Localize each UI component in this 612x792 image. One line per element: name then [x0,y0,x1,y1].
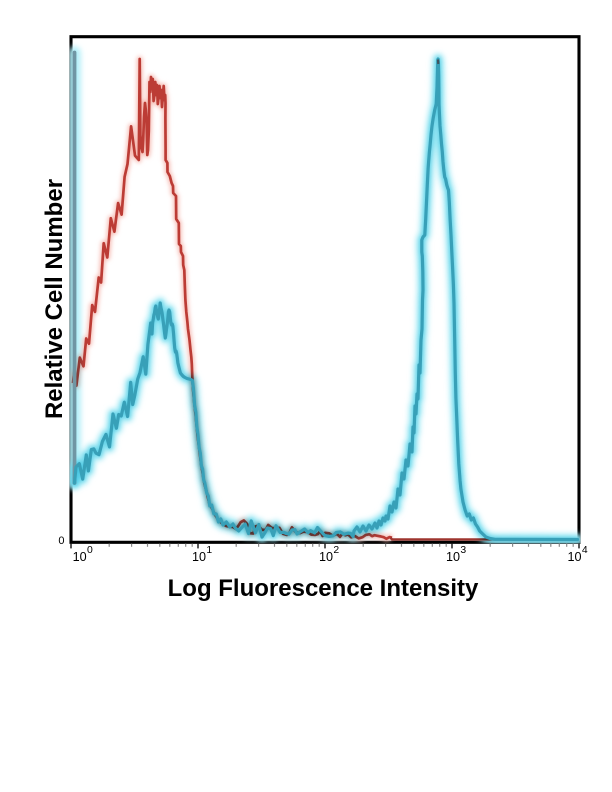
svg-text:10: 10 [73,550,87,564]
svg-text:10: 10 [568,550,582,564]
svg-text:10: 10 [192,550,206,564]
svg-text:0: 0 [87,545,93,556]
svg-text:4: 4 [582,545,588,556]
svg-text:1: 1 [206,545,212,556]
svg-text:10: 10 [319,550,333,564]
svg-text:10: 10 [446,550,460,564]
svg-text:2: 2 [333,545,339,556]
svg-text:Log Fluorescence Intensity: Log Fluorescence Intensity [168,575,479,602]
svg-text:3: 3 [460,545,466,556]
svg-text:Relative Cell Number: Relative Cell Number [41,179,68,419]
svg-text:0: 0 [58,535,64,547]
